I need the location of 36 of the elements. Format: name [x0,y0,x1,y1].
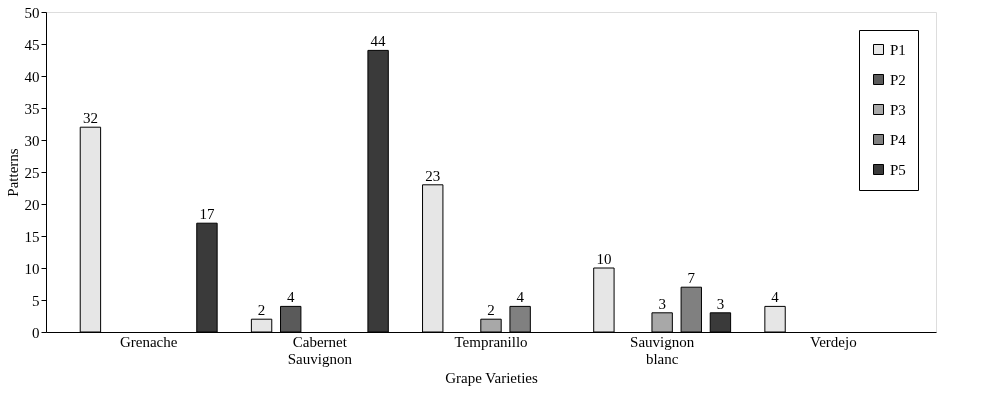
data-label: 32 [82,110,98,127]
legend-label: P2 [890,71,906,88]
data-label: 44 [370,33,387,50]
y-tick-label: 40 [24,68,40,85]
y-tick-label: 20 [24,196,40,213]
x-tick-label: Sauvignon blanc [630,333,695,367]
y-tick-label: 0 [32,324,40,341]
y-tick-label: 30 [24,132,40,149]
x-tick-label: Grenache [119,333,178,350]
data-label: 17 [199,206,215,223]
legend-label: P5 [890,161,906,178]
y-axis-title: Patterns [4,148,21,197]
data-label: 23 [425,167,441,184]
data-label: 3 [658,295,666,312]
data-label: 7 [687,270,696,287]
legend-label: P4 [890,131,907,148]
y-tick-label: 25 [24,164,40,181]
data-label: 2 [257,302,266,319]
legend-label: P1 [890,41,906,58]
data-label: 10 [596,251,612,267]
data-label: 4 [286,289,295,306]
y-tick-label: 45 [24,36,40,53]
legend-label: P3 [890,101,906,118]
x-tick-label: Verdejo [809,333,857,350]
data-label: 3 [716,295,725,312]
data-label: 4 [516,289,525,306]
y-tick-label: 35 [24,100,40,117]
y-tick-label: 10 [24,260,40,277]
data-label: 2 [487,302,495,319]
y-tick-label: 50 [24,4,40,21]
x-axis-title: Grape Varieties [445,369,538,386]
data-label: 4 [771,289,780,306]
y-tick-label: 5 [32,292,40,309]
x-tick-label: Cabernet Sauvignon [287,333,353,367]
x-tick-label: Tempranillo [454,333,528,350]
y-tick-label: 15 [24,228,40,245]
